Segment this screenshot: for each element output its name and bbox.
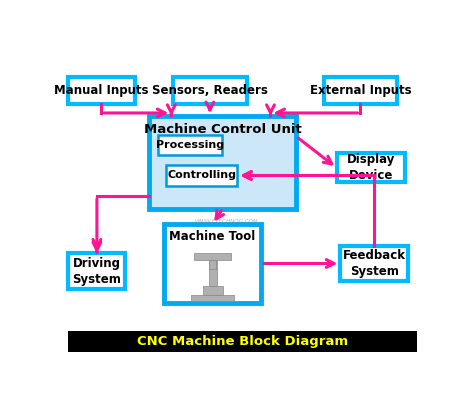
Text: Controlling: Controlling: [167, 170, 236, 180]
FancyBboxPatch shape: [68, 331, 418, 352]
Text: Processing: Processing: [156, 140, 224, 150]
FancyBboxPatch shape: [68, 253, 125, 289]
FancyBboxPatch shape: [173, 77, 246, 104]
FancyBboxPatch shape: [164, 224, 261, 303]
FancyBboxPatch shape: [68, 77, 135, 104]
Text: Driving
System: Driving System: [73, 257, 121, 286]
FancyBboxPatch shape: [337, 153, 405, 182]
FancyBboxPatch shape: [209, 258, 217, 286]
FancyBboxPatch shape: [166, 166, 237, 186]
Text: Display
Device: Display Device: [346, 153, 395, 182]
Text: Machine Control Unit: Machine Control Unit: [144, 124, 301, 136]
Text: CNC Machine Block Diagram: CNC Machine Block Diagram: [137, 335, 348, 348]
FancyBboxPatch shape: [202, 286, 223, 294]
FancyBboxPatch shape: [340, 246, 408, 281]
Text: WWW.ETECHNOG.COM: WWW.ETECHNOG.COM: [195, 219, 258, 223]
FancyBboxPatch shape: [194, 253, 231, 260]
FancyBboxPatch shape: [210, 260, 216, 269]
FancyBboxPatch shape: [324, 77, 397, 104]
FancyBboxPatch shape: [191, 294, 234, 301]
FancyBboxPatch shape: [149, 116, 296, 209]
Text: Sensors, Readers: Sensors, Readers: [152, 84, 268, 97]
Text: Machine Tool: Machine Tool: [170, 230, 256, 243]
FancyBboxPatch shape: [158, 135, 222, 155]
Text: Manual Inputs: Manual Inputs: [54, 84, 149, 97]
Text: External Inputs: External Inputs: [310, 84, 411, 97]
Text: Feedback
System: Feedback System: [343, 249, 406, 278]
